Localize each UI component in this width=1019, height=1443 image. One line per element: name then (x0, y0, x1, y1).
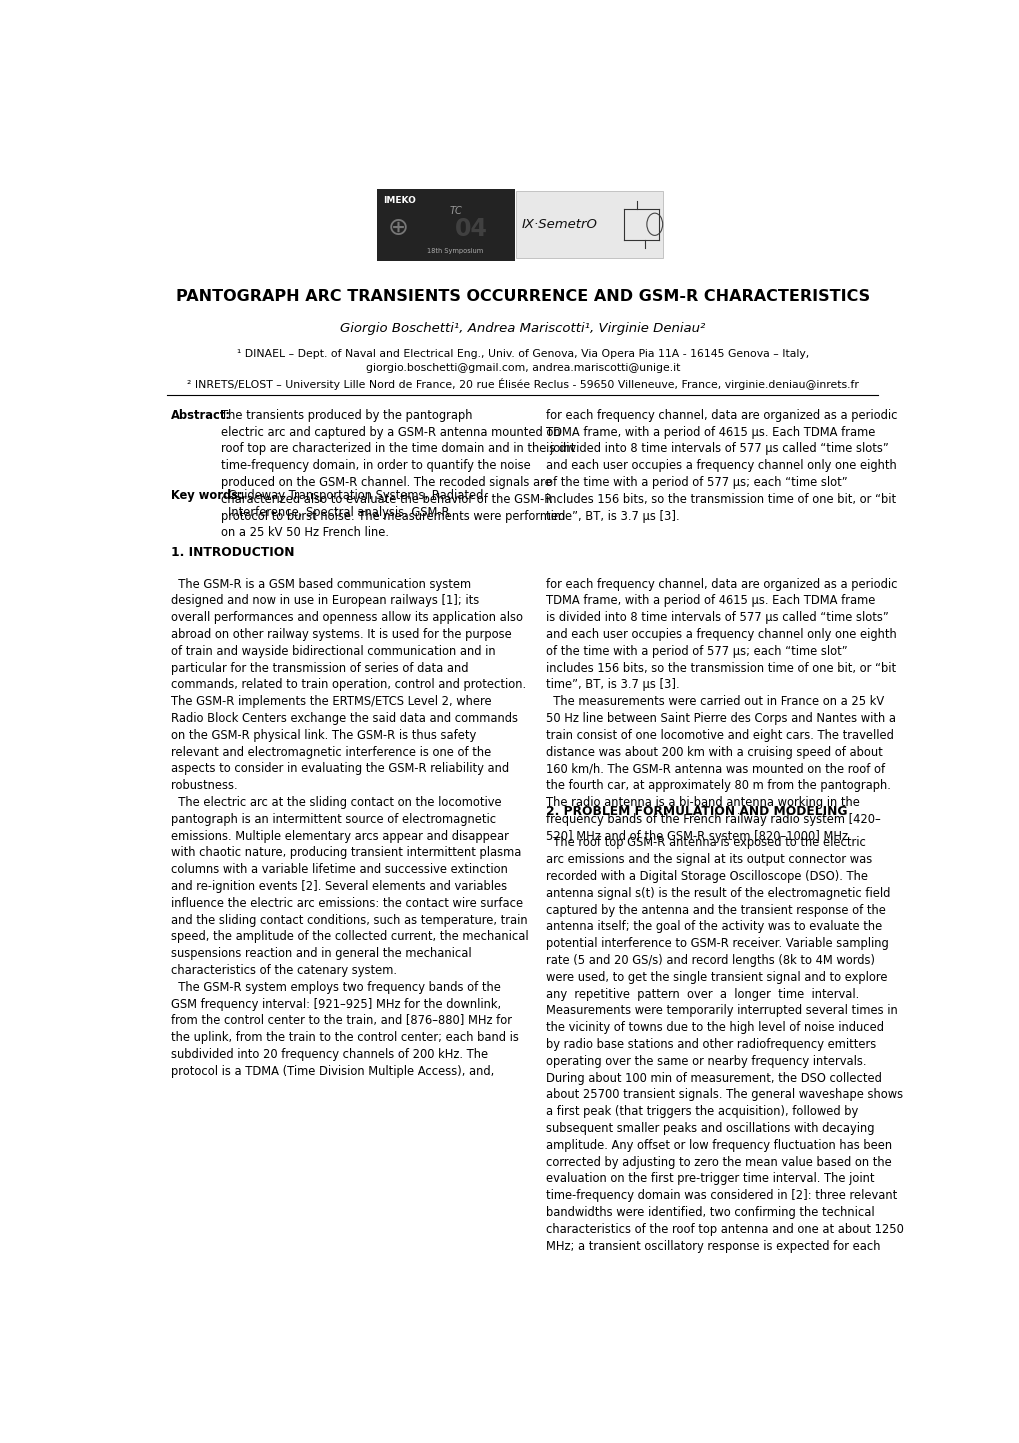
Text: IX·SemetrO: IX·SemetrO (522, 218, 597, 231)
Text: The roof top GSM-R antenna is exposed to the electric
arc emissions and the sign: The roof top GSM-R antenna is exposed to… (546, 837, 904, 1253)
Text: PANTOGRAPH ARC TRANSIENTS OCCURRENCE AND GSM-R CHARACTERISTICS: PANTOGRAPH ARC TRANSIENTS OCCURRENCE AND… (175, 289, 869, 303)
Bar (516, 190, 662, 258)
Text: for each frequency channel, data are organized as a periodic
TDMA frame, with a : for each frequency channel, data are org… (546, 577, 897, 843)
Bar (376, 189, 515, 261)
Text: The transients produced by the pantograph
electric arc and captured by a GSM-R a: The transients produced by the pantograp… (220, 408, 575, 540)
Text: Key words:: Key words: (171, 489, 243, 502)
Text: TC: TC (448, 206, 462, 216)
Text: ² INRETS/ELOST – University Lille Nord de France, 20 rue Élisée Reclus - 59650 V: ² INRETS/ELOST – University Lille Nord d… (186, 378, 858, 390)
Text: ¹ DINAEL – Dept. of Naval and Electrical Eng., Univ. of Genova, Via Opera Pia 11: ¹ DINAEL – Dept. of Naval and Electrical… (236, 349, 808, 359)
Text: for each frequency channel, data are organized as a periodic
TDMA frame, with a : for each frequency channel, data are org… (546, 408, 897, 522)
Text: The GSM-R is a GSM based communication system
designed and now in use in Europea: The GSM-R is a GSM based communication s… (171, 577, 528, 1078)
Text: IMEKO: IMEKO (382, 196, 416, 205)
Text: 1. INTRODUCTION: 1. INTRODUCTION (171, 547, 294, 560)
Text: Abstract:: Abstract: (171, 408, 230, 421)
Text: ⊕: ⊕ (388, 215, 409, 240)
Text: 04: 04 (454, 216, 487, 241)
Text: 18th Symposium: 18th Symposium (427, 248, 483, 254)
Text: giorgio.boschetti@gmail.com, andrea.mariscotti@unige.it: giorgio.boschetti@gmail.com, andrea.mari… (365, 364, 680, 374)
Text: 2. PROBLEM FORMULATION AND MODELING: 2. PROBLEM FORMULATION AND MODELING (546, 805, 847, 818)
Text: Giorgio Boschetti¹, Andrea Mariscotti¹, Virginie Deniau²: Giorgio Boschetti¹, Andrea Mariscotti¹, … (339, 322, 705, 335)
Text: Guideway Transportation Systems, Radiated
Interference, Spectral analysis, GSM-R: Guideway Transportation Systems, Radiate… (227, 489, 483, 518)
